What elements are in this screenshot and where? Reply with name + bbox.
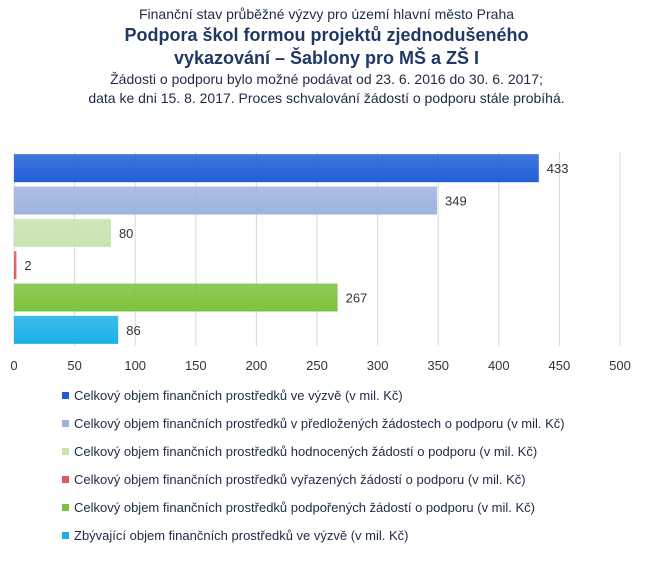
x-tick-label-0: 0 [10, 358, 17, 373]
legend-item-3: Celkový objem finančních prostředků hodn… [62, 442, 642, 470]
legend-swatch-3 [62, 448, 69, 455]
bar-6 [14, 315, 119, 344]
bar-1 [14, 154, 539, 183]
legend-item-5: Celkový objem finančních prostředků podp… [62, 498, 642, 526]
chart-subtitle-line1: Žádosti o podporu bylo možné podávat od … [110, 71, 543, 87]
bar-4 [14, 251, 17, 280]
x-tick-label-500: 500 [609, 358, 631, 373]
legend-swatch-1 [62, 392, 69, 399]
x-tick-label-250: 250 [306, 358, 328, 373]
x-tick-label-200: 200 [246, 358, 268, 373]
data-label-6: 86 [126, 323, 140, 338]
x-tick-label-150: 150 [185, 358, 207, 373]
data-label-5: 267 [346, 291, 368, 306]
data-label-4: 2 [24, 258, 31, 273]
legend-item-4: Celkový objem finančních prostředků vyřa… [62, 470, 642, 498]
x-tick-label-300: 300 [367, 358, 389, 373]
x-tick-label-400: 400 [488, 358, 510, 373]
chart-supertitle: Finanční stav průběžné výzvy pro území h… [138, 6, 515, 22]
chart-title-line1: Podpora škol formou projektů zjednodušen… [124, 25, 529, 45]
x-tick-label-350: 350 [427, 358, 449, 373]
legend-swatch-6 [62, 532, 69, 539]
chart-titles: Finanční stav průběžné výzvy pro území h… [0, 4, 653, 108]
legend-item-6: Zbývající objem finančních prostředků ve… [62, 526, 642, 554]
data-label-2: 349 [445, 194, 467, 209]
legend-item-2: Celkový objem finančních prostředků v př… [62, 414, 642, 442]
legend-swatch-4 [62, 476, 69, 483]
legend-swatch-2 [62, 420, 69, 427]
legend-label-6: Zbývající objem finančních prostředků ve… [74, 528, 409, 543]
bar-chart: 433 349 80 2 267 86 0 50 100 150 200 250 300 350 400 45… [10, 152, 631, 373]
x-tick-label-100: 100 [124, 358, 146, 373]
data-label-3: 80 [119, 226, 133, 241]
chart-subtitle-line2: data ke dni 15. 8. 2017. Proces schvalov… [88, 90, 565, 106]
legend-label-1: Celkový objem finančních prostředků ve v… [74, 388, 403, 403]
data-label-1: 433 [547, 161, 569, 176]
legend-label-5: Celkový objem finančních prostředků podp… [74, 500, 536, 515]
chart-title-line2: vykazování – Šablony pro MŠ a ZŠ I [173, 48, 480, 68]
x-tick-label-50: 50 [67, 358, 81, 373]
legend-item-1: Celkový objem finančních prostředků ve v… [62, 386, 642, 414]
legend-label-4: Celkový objem finančních prostředků vyřa… [74, 472, 526, 487]
bar-3 [14, 218, 111, 247]
legend-label-2: Celkový objem finančních prostředků v př… [74, 416, 565, 431]
bar-2 [14, 186, 437, 215]
chart-legend: Celkový objem finančních prostředků ve v… [62, 386, 642, 554]
x-tick-label-450: 450 [549, 358, 571, 373]
bar-5 [14, 283, 338, 312]
legend-swatch-5 [62, 504, 69, 511]
legend-label-3: Celkový objem finančních prostředků hodn… [74, 444, 538, 459]
